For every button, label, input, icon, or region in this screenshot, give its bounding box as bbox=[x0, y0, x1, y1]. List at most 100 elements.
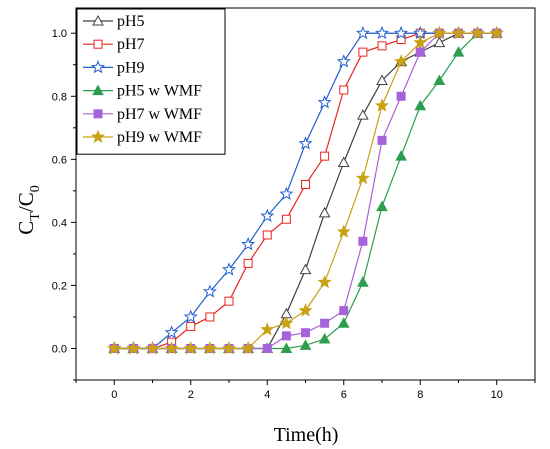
data-point bbox=[317, 274, 332, 289]
y-axis-title-mid: /C bbox=[14, 192, 38, 212]
y-axis-title-sub1: T bbox=[28, 212, 43, 221]
series-6 bbox=[107, 25, 504, 355]
data-point bbox=[243, 258, 253, 268]
data-point bbox=[358, 47, 368, 57]
data-point bbox=[221, 262, 237, 276]
data-point bbox=[415, 47, 425, 57]
legend: pH5 pH7 pH9 pH5 w WMF pH7 w WMF pH9 w WMF bbox=[76, 8, 226, 155]
data-point bbox=[413, 35, 428, 49]
data-point bbox=[298, 136, 313, 150]
data-point bbox=[241, 237, 256, 251]
data-point bbox=[281, 331, 291, 341]
data-point bbox=[433, 36, 446, 48]
y-tick-label: 0.0 bbox=[52, 343, 67, 355]
data-point bbox=[355, 25, 370, 40]
axes: 0 2 4 6 8 10 0.0 0.2 0.4 0.6 0.8 1.0 bbox=[52, 7, 536, 401]
data-point bbox=[279, 315, 294, 330]
legend-label: pH9 w WMF bbox=[117, 129, 202, 146]
data-point bbox=[281, 214, 291, 224]
data-point bbox=[260, 322, 275, 336]
data-point bbox=[377, 41, 387, 51]
data-point bbox=[202, 341, 217, 355]
y-axis-title-sub2: 0 bbox=[28, 185, 43, 192]
x-tick-label: 6 bbox=[341, 389, 347, 401]
data-point bbox=[432, 25, 447, 40]
data-point bbox=[320, 318, 330, 328]
data-point bbox=[205, 312, 215, 322]
data-point bbox=[318, 206, 331, 218]
data-point bbox=[433, 74, 446, 86]
data-point bbox=[299, 263, 312, 275]
data-point bbox=[395, 150, 407, 161]
y-tick-label: 0.2 bbox=[52, 280, 67, 292]
data-point bbox=[339, 85, 349, 95]
data-point bbox=[298, 303, 313, 317]
data-point bbox=[394, 54, 409, 68]
data-point bbox=[301, 328, 310, 338]
legend-label: pH5 w WMF bbox=[117, 83, 202, 100]
data-point bbox=[145, 341, 160, 355]
x-tick-label: 8 bbox=[417, 389, 423, 401]
legend-marker bbox=[92, 14, 104, 26]
data-point bbox=[394, 25, 409, 40]
legend-box bbox=[76, 8, 226, 155]
data-point bbox=[337, 156, 350, 167]
data-point bbox=[183, 309, 198, 323]
legend-marker bbox=[90, 129, 106, 143]
data-point bbox=[451, 25, 466, 40]
data-point bbox=[280, 342, 293, 353]
data-point bbox=[241, 341, 256, 355]
data-point bbox=[452, 46, 465, 57]
y-tick-label: 0.8 bbox=[52, 91, 67, 103]
data-point bbox=[377, 135, 387, 145]
y-tick-label: 0.4 bbox=[52, 217, 67, 229]
x-tick-label: 10 bbox=[491, 389, 503, 401]
data-point bbox=[202, 284, 217, 298]
data-point bbox=[470, 25, 485, 40]
data-point bbox=[357, 109, 369, 120]
data-point bbox=[299, 339, 312, 350]
data-point bbox=[107, 341, 122, 355]
data-point bbox=[396, 91, 406, 101]
data-point bbox=[376, 200, 388, 212]
data-point bbox=[376, 74, 388, 86]
data-point bbox=[164, 341, 179, 355]
y-tick-label: 1.0 bbox=[52, 28, 67, 40]
series-layer bbox=[107, 25, 504, 355]
x-tick-label: 2 bbox=[188, 389, 194, 401]
data-point bbox=[374, 98, 390, 112]
data-point bbox=[279, 186, 294, 200]
legend-label: pH9 bbox=[117, 59, 145, 76]
data-point bbox=[355, 170, 370, 185]
data-point bbox=[339, 306, 349, 316]
data-point bbox=[317, 95, 332, 109]
data-point bbox=[357, 276, 369, 287]
data-point bbox=[336, 224, 351, 238]
data-point bbox=[221, 341, 237, 355]
y-axis-title: CT/C0 bbox=[14, 185, 43, 234]
data-point bbox=[126, 341, 141, 355]
data-point bbox=[183, 341, 198, 355]
y-tick-label: 0.6 bbox=[52, 154, 67, 166]
legend-marker bbox=[93, 39, 103, 49]
data-point bbox=[337, 317, 350, 328]
data-point bbox=[374, 25, 390, 40]
data-point bbox=[301, 180, 310, 190]
data-point bbox=[262, 230, 272, 240]
data-point bbox=[260, 208, 275, 223]
data-point bbox=[262, 343, 272, 353]
data-point bbox=[414, 99, 427, 111]
legend-marker bbox=[92, 84, 104, 96]
data-point bbox=[320, 151, 330, 161]
data-point bbox=[164, 325, 179, 339]
x-tick-label: 0 bbox=[111, 389, 117, 401]
legend-marker bbox=[93, 109, 103, 119]
legend-label: pH7 w WMF bbox=[117, 106, 202, 123]
legend-label: pH5 bbox=[117, 13, 145, 30]
data-point bbox=[489, 25, 504, 40]
data-point bbox=[318, 332, 331, 344]
y-axis-title-main: C bbox=[14, 221, 38, 235]
data-point bbox=[358, 236, 368, 246]
data-point bbox=[336, 54, 351, 68]
